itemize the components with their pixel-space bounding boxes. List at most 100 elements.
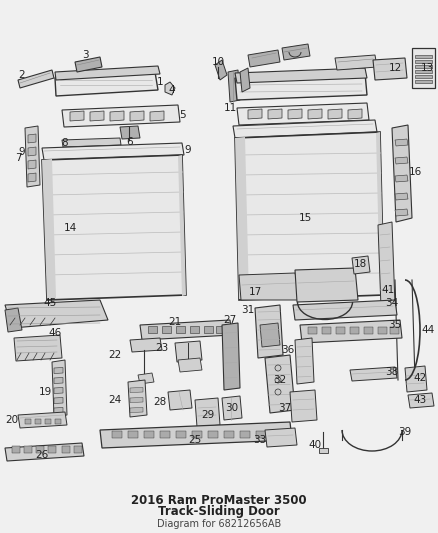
Text: 9: 9 bbox=[19, 147, 25, 157]
Text: 26: 26 bbox=[35, 450, 49, 460]
Text: 36: 36 bbox=[281, 345, 295, 355]
Polygon shape bbox=[138, 373, 154, 384]
Polygon shape bbox=[300, 320, 402, 343]
Polygon shape bbox=[178, 155, 186, 296]
Polygon shape bbox=[160, 431, 170, 438]
Polygon shape bbox=[165, 82, 175, 95]
Polygon shape bbox=[162, 326, 171, 333]
Polygon shape bbox=[5, 308, 22, 332]
Polygon shape bbox=[195, 398, 220, 427]
Text: 3: 3 bbox=[82, 50, 88, 60]
Circle shape bbox=[275, 365, 281, 371]
Polygon shape bbox=[395, 175, 408, 182]
Polygon shape bbox=[36, 446, 44, 453]
Polygon shape bbox=[130, 338, 162, 352]
Text: 23: 23 bbox=[155, 343, 169, 353]
Polygon shape bbox=[18, 412, 67, 428]
Text: 37: 37 bbox=[279, 403, 292, 413]
Polygon shape bbox=[265, 428, 297, 447]
Polygon shape bbox=[256, 431, 266, 438]
Polygon shape bbox=[178, 358, 202, 372]
Polygon shape bbox=[405, 366, 427, 392]
Polygon shape bbox=[5, 300, 108, 328]
Polygon shape bbox=[90, 111, 104, 121]
Polygon shape bbox=[378, 222, 395, 308]
Polygon shape bbox=[319, 448, 328, 453]
Text: 27: 27 bbox=[223, 315, 237, 325]
Polygon shape bbox=[240, 431, 250, 438]
Text: 16: 16 bbox=[408, 167, 422, 177]
Polygon shape bbox=[176, 431, 186, 438]
Polygon shape bbox=[54, 367, 63, 374]
Polygon shape bbox=[74, 446, 82, 453]
Polygon shape bbox=[336, 327, 345, 334]
Polygon shape bbox=[295, 268, 358, 302]
Polygon shape bbox=[415, 65, 432, 68]
Circle shape bbox=[275, 389, 281, 395]
Polygon shape bbox=[216, 326, 225, 333]
Text: 4: 4 bbox=[169, 85, 175, 95]
Polygon shape bbox=[35, 419, 41, 424]
Polygon shape bbox=[55, 66, 160, 80]
Text: 41: 41 bbox=[381, 285, 395, 295]
Polygon shape bbox=[192, 431, 202, 438]
Polygon shape bbox=[62, 105, 180, 127]
Text: 10: 10 bbox=[212, 57, 225, 67]
Text: Track-Sliding Door: Track-Sliding Door bbox=[158, 505, 280, 519]
Text: 45: 45 bbox=[43, 298, 57, 308]
Text: 32: 32 bbox=[273, 375, 286, 385]
Text: 2016 Ram ProMaster 3500: 2016 Ram ProMaster 3500 bbox=[131, 494, 307, 506]
Polygon shape bbox=[5, 443, 84, 461]
Polygon shape bbox=[392, 125, 412, 222]
Text: 42: 42 bbox=[413, 373, 427, 383]
Polygon shape bbox=[175, 341, 202, 362]
Polygon shape bbox=[128, 431, 138, 438]
Text: 1: 1 bbox=[157, 77, 163, 87]
Polygon shape bbox=[28, 160, 36, 169]
Polygon shape bbox=[233, 120, 377, 138]
Polygon shape bbox=[260, 323, 280, 347]
Polygon shape bbox=[415, 75, 432, 78]
Polygon shape bbox=[352, 256, 370, 274]
Polygon shape bbox=[350, 367, 397, 381]
Polygon shape bbox=[144, 431, 154, 438]
Polygon shape bbox=[148, 326, 157, 333]
Text: 35: 35 bbox=[389, 320, 402, 330]
Polygon shape bbox=[322, 327, 331, 334]
Text: 18: 18 bbox=[353, 259, 367, 269]
Text: 6: 6 bbox=[127, 137, 133, 147]
Text: 22: 22 bbox=[108, 350, 122, 360]
Polygon shape bbox=[130, 408, 143, 413]
Text: 29: 29 bbox=[201, 410, 215, 420]
Polygon shape bbox=[55, 419, 61, 424]
Text: 34: 34 bbox=[385, 298, 399, 308]
Text: 38: 38 bbox=[385, 367, 399, 377]
Polygon shape bbox=[235, 132, 384, 300]
Text: 44: 44 bbox=[421, 325, 434, 335]
Polygon shape bbox=[12, 446, 20, 453]
Polygon shape bbox=[28, 147, 36, 156]
Polygon shape bbox=[54, 408, 63, 414]
Polygon shape bbox=[140, 320, 232, 340]
Polygon shape bbox=[415, 80, 432, 83]
Polygon shape bbox=[240, 68, 250, 92]
Polygon shape bbox=[237, 103, 369, 125]
Polygon shape bbox=[395, 139, 408, 146]
Polygon shape bbox=[110, 111, 124, 121]
Circle shape bbox=[275, 377, 281, 383]
Polygon shape bbox=[235, 137, 249, 299]
Polygon shape bbox=[235, 68, 367, 83]
Polygon shape bbox=[415, 60, 432, 63]
Polygon shape bbox=[408, 393, 434, 408]
Polygon shape bbox=[120, 126, 140, 139]
Polygon shape bbox=[150, 111, 164, 121]
Polygon shape bbox=[204, 326, 213, 333]
Polygon shape bbox=[222, 323, 240, 390]
Polygon shape bbox=[395, 209, 408, 216]
Polygon shape bbox=[28, 173, 36, 182]
Polygon shape bbox=[235, 73, 367, 100]
Text: 43: 43 bbox=[413, 395, 427, 405]
Text: 21: 21 bbox=[168, 317, 182, 327]
Polygon shape bbox=[364, 327, 373, 334]
Text: 14: 14 bbox=[64, 223, 77, 233]
